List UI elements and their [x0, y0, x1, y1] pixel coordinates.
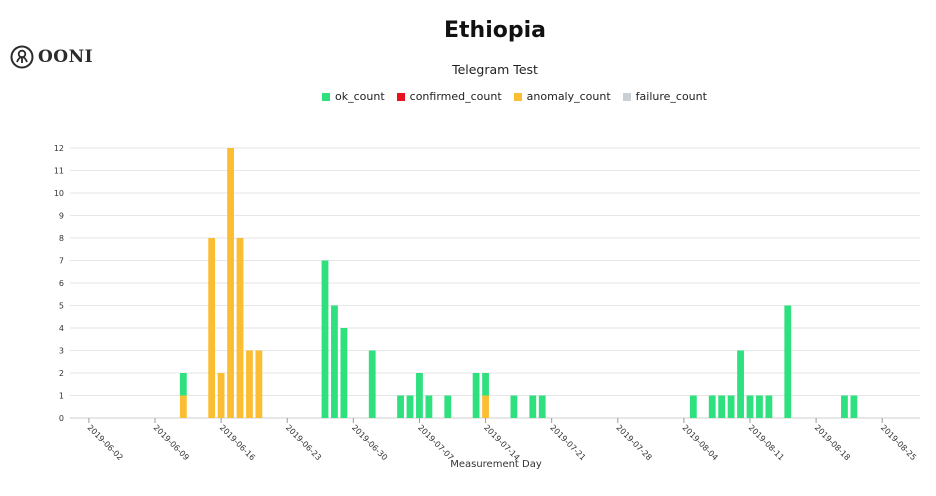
x-axis-label: Measurement Day	[450, 459, 542, 470]
bar-ok-2019-08-07[interactable]	[708, 395, 716, 419]
x-tick-label: 2019-08-11	[747, 423, 786, 462]
y-tick-label: 9	[59, 212, 64, 221]
y-tick-label: 0	[59, 414, 64, 423]
y-tick-label: 11	[54, 167, 64, 176]
bar-anomaly-2019-06-12[interactable]	[179, 395, 187, 419]
legend-swatch-ok	[322, 92, 330, 101]
x-tick-label: 2019-08-18	[813, 423, 852, 462]
y-tick-label: 5	[59, 302, 64, 311]
bar-ok-2019-07-13[interactable]	[472, 373, 480, 418]
y-tick-label: 12	[54, 144, 64, 153]
bar-ok-2019-07-06[interactable]	[406, 395, 414, 419]
bar-ok-2019-06-12[interactable]	[179, 373, 187, 396]
x-tick-label: 2019-06-02	[85, 423, 124, 462]
bar-ok-2019-07-17[interactable]	[510, 395, 518, 419]
legend-item-anomaly[interactable]: anomaly_count	[513, 90, 611, 103]
legend-item-failure[interactable]: failure_count	[622, 90, 707, 103]
y-tick-label: 8	[59, 234, 64, 243]
x-tick-label: 2019-07-21	[548, 423, 587, 462]
legend-swatch-confirmed	[396, 92, 405, 101]
bar-ok-2019-08-10[interactable]	[737, 350, 744, 419]
x-tick-label: 2019-08-04	[680, 423, 719, 462]
legend-label-confirmed: confirmed_count	[409, 90, 502, 103]
bar-anomaly-2019-06-15[interactable]	[208, 238, 216, 418]
bar-ok-2019-07-05[interactable]	[397, 395, 404, 419]
ooni-octopus-icon	[10, 45, 34, 69]
bar-ok-2019-07-19[interactable]	[529, 395, 537, 419]
bar-ok-2019-06-27[interactable]	[321, 260, 329, 419]
bar-ok-2019-08-08[interactable]	[718, 395, 726, 419]
x-tick-label: 2019-07-28	[614, 423, 653, 462]
bar-ok-2019-07-20[interactable]	[538, 395, 546, 419]
chart-title: Ethiopia	[444, 18, 546, 43]
bar-ok-2019-08-11[interactable]	[746, 395, 754, 419]
bar-ok-2019-06-28[interactable]	[331, 305, 338, 419]
chart-legend: ok_count confirmed_count anomaly_count f…	[322, 90, 707, 103]
bar-ok-2019-08-22[interactable]	[850, 395, 858, 419]
x-tick-label: 2019-06-16	[218, 423, 257, 462]
bar-ok-2019-08-15[interactable]	[784, 305, 792, 419]
bar-ok-2019-06-29[interactable]	[340, 328, 348, 418]
bar-anomaly-2019-07-14[interactable]	[482, 395, 489, 419]
chart-bars	[179, 148, 858, 419]
y-tick-label: 6	[59, 279, 64, 288]
x-tick-label: 2019-07-14	[482, 423, 521, 462]
bar-anomaly-2019-06-20[interactable]	[255, 350, 263, 419]
ooni-logo[interactable]: OONI	[10, 45, 93, 69]
y-tick-label: 2	[59, 369, 64, 378]
x-tick-label: 2019-08-25	[879, 423, 918, 462]
bar-anomaly-2019-06-17[interactable]	[227, 148, 234, 418]
bar-anomaly-2019-06-18[interactable]	[236, 238, 244, 418]
legend-label-anomaly: anomaly_count	[526, 90, 611, 103]
bar-ok-2019-07-08[interactable]	[425, 395, 433, 419]
bar-anomaly-2019-06-16[interactable]	[217, 373, 225, 418]
y-tick-label: 10	[54, 189, 64, 198]
legend-swatch-anomaly	[513, 92, 522, 101]
bar-ok-2019-07-02[interactable]	[368, 350, 376, 419]
y-tick-label: 7	[59, 257, 64, 266]
legend-item-confirmed[interactable]: confirmed_count	[396, 90, 502, 103]
bar-ok-2019-08-21[interactable]	[841, 395, 848, 419]
chart-subtitle: Telegram Test	[452, 62, 538, 77]
bar-ok-2019-07-14[interactable]	[482, 373, 489, 396]
bar-ok-2019-08-09[interactable]	[727, 395, 735, 419]
bar-ok-2019-07-07[interactable]	[416, 373, 423, 418]
x-tick-label: 2019-06-30	[350, 423, 389, 462]
x-tick-label: 2019-06-09	[152, 423, 191, 462]
bar-ok-2019-08-13[interactable]	[765, 395, 773, 419]
legend-swatch-failure	[622, 92, 631, 101]
x-tick-label: 2019-07-07	[416, 423, 455, 462]
chart-grid	[70, 147, 920, 419]
y-tick-label: 1	[59, 392, 64, 401]
bar-anomaly-2019-06-19[interactable]	[246, 350, 253, 419]
y-tick-label: 4	[59, 324, 64, 333]
legend-label-failure: failure_count	[635, 90, 707, 103]
bar-ok-2019-08-12[interactable]	[756, 395, 763, 419]
bar-ok-2019-08-05[interactable]	[689, 395, 697, 419]
brand-name: OONI	[38, 47, 94, 67]
y-tick-label: 3	[59, 347, 64, 356]
x-tick-label: 2019-06-23	[284, 423, 323, 462]
legend-item-ok[interactable]: ok_count	[322, 90, 385, 103]
bar-ok-2019-07-10[interactable]	[444, 395, 452, 419]
legend-label-ok: ok_count	[335, 90, 385, 103]
